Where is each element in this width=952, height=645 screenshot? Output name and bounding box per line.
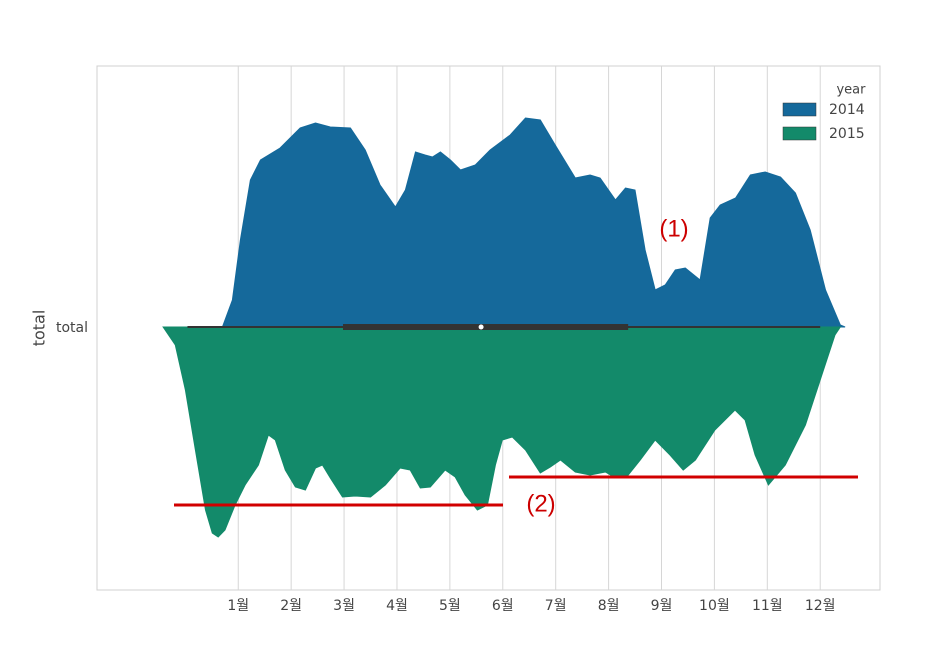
x-tick-label: 12월: [805, 598, 836, 614]
x-tick-label: 3월: [333, 598, 355, 614]
x-tick-label: 4월: [386, 598, 408, 614]
legend-label: 2014: [829, 102, 865, 118]
x-tick-label: 9월: [651, 598, 673, 614]
legend: year 2014 2015: [782, 83, 866, 142]
violin-half: [221, 117, 846, 328]
x-tick-label: 6월: [492, 598, 514, 614]
marks: [162, 117, 846, 538]
x-tick-label: 2월: [280, 598, 302, 614]
x-tick-label: 5월: [439, 598, 461, 614]
legend-label: 2015: [829, 126, 865, 142]
legend-swatch: [782, 126, 817, 141]
legend-title: year: [836, 83, 866, 98]
annotation: (2): [526, 490, 555, 517]
x-tick-label: 7월: [545, 598, 567, 614]
box-median: [478, 324, 484, 330]
legend-swatch: [782, 102, 817, 117]
x-tick-label: 11월: [752, 598, 783, 614]
x-tick-label: 10월: [699, 598, 730, 614]
x-tick-label: 8월: [598, 598, 620, 614]
violin-half: [162, 326, 842, 538]
annotation: (1): [659, 215, 688, 242]
plot-frame: [96, 65, 881, 591]
x-tick-label: 1월: [227, 598, 249, 614]
y-tick-label: total: [56, 320, 88, 336]
y-axis-label: total: [30, 310, 49, 347]
